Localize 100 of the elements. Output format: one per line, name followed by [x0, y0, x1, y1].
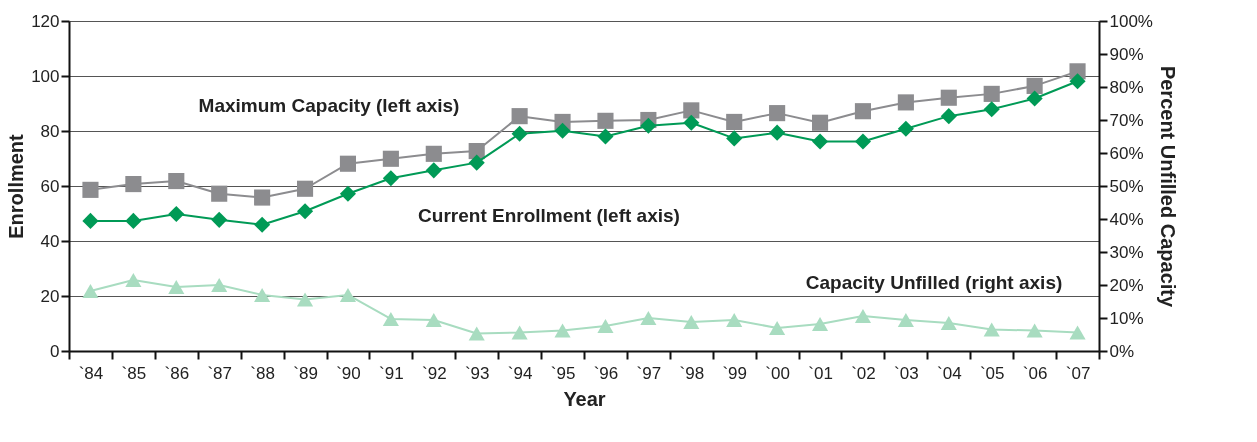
point	[254, 216, 271, 233]
y-tick-label: 100	[31, 66, 60, 86]
point	[168, 280, 185, 294]
point	[1069, 325, 1086, 340]
point	[769, 124, 786, 141]
point	[854, 133, 872, 150]
series-label: Maximum Capacity (left axis)	[198, 95, 460, 116]
point	[211, 211, 228, 228]
y-tick-label: 120	[31, 11, 60, 31]
point	[168, 172, 185, 190]
y-axis-title: Enrollment	[5, 133, 28, 239]
point	[554, 122, 571, 139]
y2-tick-label: 90%	[1109, 44, 1144, 64]
y-tick-label: 0	[50, 341, 60, 361]
point	[597, 112, 614, 129]
point	[726, 130, 743, 147]
point	[940, 315, 957, 330]
point	[382, 170, 399, 187]
point	[1026, 90, 1043, 107]
y2-tick-label: 70%	[1109, 110, 1144, 130]
point	[983, 85, 1000, 102]
point	[897, 94, 914, 111]
x-tick-label: `90	[336, 363, 361, 383]
y2-tick-label: 80%	[1109, 77, 1144, 97]
x-tick-label: `88	[250, 363, 275, 383]
point	[683, 114, 700, 131]
point	[811, 133, 829, 150]
point	[554, 323, 571, 338]
point	[211, 278, 228, 292]
point	[854, 103, 872, 120]
point	[640, 311, 657, 325]
point	[1026, 323, 1043, 338]
x-tick-label: `84	[78, 363, 104, 383]
point	[468, 154, 485, 171]
point	[296, 292, 314, 307]
point	[82, 283, 99, 298]
point	[811, 114, 829, 131]
series-label: Current Enrollment (left axis)	[418, 205, 680, 226]
y2-tick-label: 0%	[1109, 341, 1135, 361]
point	[382, 150, 399, 167]
point	[1069, 73, 1086, 90]
point	[726, 113, 743, 130]
y2-tick-label: 50%	[1109, 176, 1144, 196]
point	[125, 212, 142, 229]
x-tick-label: `99	[722, 363, 747, 383]
x-tick-label: `89	[293, 363, 318, 383]
x-tick-label: `03	[894, 363, 919, 383]
point	[211, 185, 228, 202]
y2-tick-label: 100%	[1109, 11, 1153, 31]
point	[339, 155, 357, 172]
point	[339, 287, 357, 302]
x-tick-label: `87	[207, 363, 232, 383]
point	[511, 325, 528, 340]
x-tick-label: `00	[765, 363, 790, 383]
point	[769, 320, 786, 335]
x-axis-title: Year	[563, 387, 606, 410]
point	[854, 309, 872, 323]
point	[683, 102, 700, 119]
point	[983, 101, 1000, 118]
y-tick-label: 40	[40, 231, 60, 251]
point	[425, 145, 442, 162]
point	[940, 89, 957, 106]
series-label: Capacity Unfilled (right axis)	[805, 272, 1063, 293]
point	[296, 180, 314, 197]
x-tick-label: `07	[1065, 363, 1091, 383]
x-tick-label: `94	[507, 363, 533, 383]
point	[425, 313, 442, 327]
point	[940, 108, 957, 125]
x-tick-label: `85	[121, 363, 147, 383]
point	[254, 287, 271, 302]
y-tick-label: 80	[40, 121, 60, 141]
y-tick-label: 60	[40, 176, 60, 196]
point	[726, 313, 743, 327]
x-tick-label: `97	[636, 363, 662, 383]
point	[468, 326, 485, 341]
point	[640, 117, 657, 134]
y2-tick-label: 10%	[1109, 308, 1144, 328]
x-tick-label: `91	[379, 363, 404, 383]
point	[811, 316, 829, 331]
point	[82, 212, 99, 229]
point	[125, 176, 142, 193]
point	[425, 162, 442, 179]
y2-tick-label: 20%	[1109, 275, 1144, 295]
y-tick-label: 20	[40, 286, 60, 306]
point	[382, 312, 399, 326]
y2-tick-label: 40%	[1109, 209, 1144, 229]
x-tick-label: `95	[550, 363, 576, 383]
point	[1026, 77, 1043, 94]
point	[897, 313, 914, 327]
x-tick-label: `02	[851, 363, 876, 383]
point	[511, 108, 528, 125]
point	[511, 125, 528, 142]
point	[168, 205, 185, 223]
y2-tick-label: 30%	[1109, 242, 1144, 262]
x-tick-label: `96	[593, 363, 619, 383]
point	[339, 185, 357, 202]
x-tick-label: `06	[1022, 363, 1048, 383]
x-tick-label: `86	[164, 363, 190, 383]
x-tick-label: `92	[422, 363, 447, 383]
y2-tick-label: 60%	[1109, 143, 1144, 163]
